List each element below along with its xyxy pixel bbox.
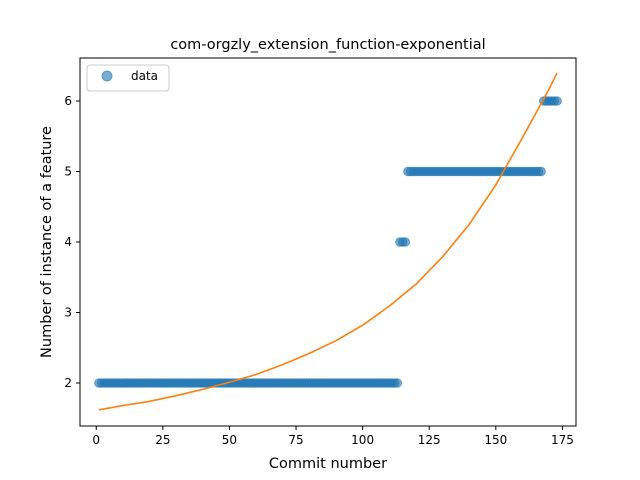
x-axis-label: Commit number [269,456,387,472]
x-tick-label: 75 [288,433,303,447]
y-tick-label: 3 [64,305,72,319]
x-tick-label: 25 [155,433,170,447]
x-tick-label: 100 [351,433,374,447]
axes-frame [79,57,577,427]
chart-title: com-orgzly_extension_function-exponentia… [170,37,485,53]
y-tick-label: 2 [64,376,72,390]
y-axis-label: Number of instance of a feature [39,126,55,358]
y-tick-label: 4 [64,235,72,249]
legend-label-data: data [131,69,158,83]
y-axis-ticks: 2 3 4 5 6 [64,94,80,390]
x-axis-ticks: 0 25 50 75 100 125 150 175 [92,426,574,447]
data-point [392,378,403,388]
x-tick-label: 175 [551,433,574,447]
plot-marks [94,72,562,411]
y-tick-label: 5 [64,165,72,179]
x-tick-label: 125 [418,433,441,447]
data-point [400,237,411,247]
fit-line [98,72,558,411]
x-tick-label: 150 [484,433,507,447]
data-point [536,166,546,177]
legend-marker-data [101,70,113,82]
x-tick-label: 50 [222,433,237,447]
data-point [552,96,562,106]
legend: data [86,64,170,92]
x-tick-label: 0 [92,433,100,447]
y-tick-label: 6 [64,94,72,108]
